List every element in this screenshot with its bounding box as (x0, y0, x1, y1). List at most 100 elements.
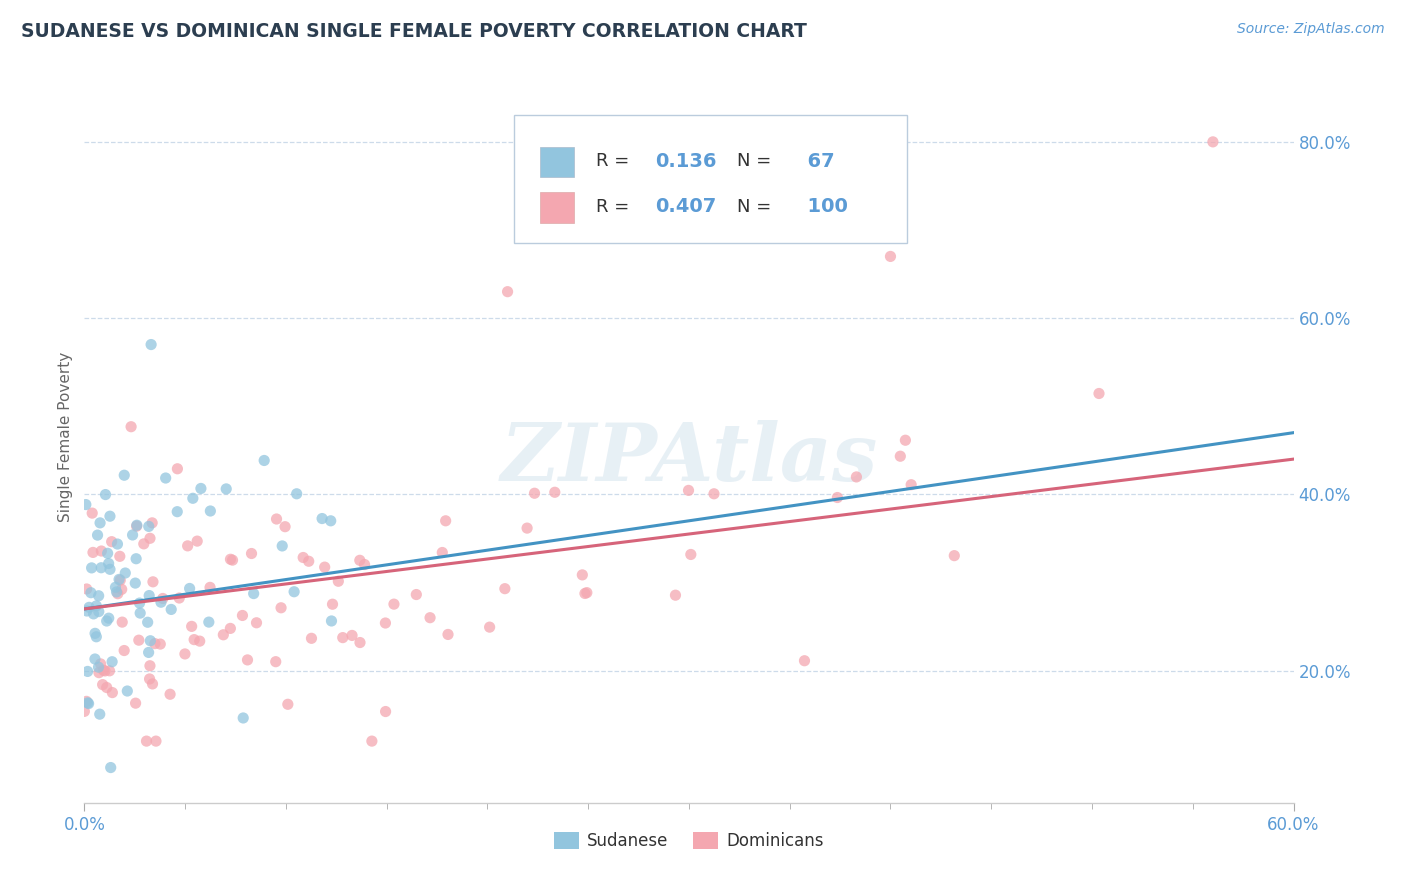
Point (108, 549, 131, 564)
FancyBboxPatch shape (540, 146, 574, 178)
Point (231, 608, 253, 623)
Point (321, 597, 343, 611)
Point (90, 560, 112, 574)
Point (311, 511, 333, 525)
Point (349, 553, 371, 567)
Point (328, 574, 350, 589)
Point (319, 514, 342, 528)
Point (152, 591, 174, 606)
Point (97, 557, 120, 571)
Point (219, 552, 242, 566)
Point (181, 491, 204, 506)
Point (111, 615, 134, 629)
Text: 0.136: 0.136 (655, 152, 717, 171)
Point (98, 562, 121, 576)
Point (183, 632, 205, 647)
Point (139, 633, 162, 648)
Point (90, 657, 112, 671)
Point (84, 652, 107, 666)
Point (77, 697, 100, 711)
Point (138, 672, 160, 686)
Point (121, 528, 143, 542)
Point (264, 655, 287, 669)
Point (117, 684, 139, 698)
Text: R =: R = (596, 153, 628, 170)
Point (96, 681, 118, 695)
Point (405, 588, 427, 602)
Point (166, 505, 188, 519)
Point (283, 584, 305, 599)
Point (124, 696, 146, 710)
Point (125, 519, 148, 533)
Point (145, 734, 167, 748)
Point (139, 531, 162, 545)
Point (188, 634, 211, 648)
Point (432, 545, 454, 559)
Point (180, 619, 202, 633)
Text: N =: N = (737, 153, 772, 170)
Point (360, 734, 382, 748)
Point (198, 580, 221, 594)
Point (845, 470, 868, 484)
Y-axis label: Single Female Poverty: Single Female Poverty (58, 352, 73, 522)
Point (679, 548, 702, 562)
Point (894, 434, 917, 448)
Point (82, 506, 104, 520)
Point (129, 606, 152, 620)
Point (149, 637, 172, 651)
Point (900, 477, 922, 491)
Point (132, 537, 155, 551)
Point (104, 580, 127, 594)
Point (108, 573, 131, 587)
Text: SUDANESE VS DOMINICAN SINGLE FEMALE POVERTY CORRELATION CHART: SUDANESE VS DOMINICAN SINGLE FEMALE POVE… (21, 22, 807, 41)
Point (84, 626, 107, 640)
Point (76, 604, 98, 618)
Point (139, 658, 162, 673)
Point (434, 514, 457, 528)
Point (179, 582, 201, 596)
Point (186, 534, 208, 549)
Point (221, 553, 243, 567)
Point (87, 665, 110, 680)
Point (86, 630, 108, 644)
Point (374, 705, 396, 719)
Point (149, 595, 172, 609)
Point (83, 607, 105, 621)
Point (200, 504, 222, 518)
Point (314, 560, 336, 574)
Point (478, 620, 501, 634)
Point (240, 547, 263, 561)
Point (271, 539, 294, 553)
Point (125, 518, 148, 533)
Point (374, 615, 396, 630)
Point (155, 471, 177, 485)
Point (93, 663, 115, 677)
Point (94, 487, 117, 501)
Point (166, 462, 188, 476)
Point (97, 611, 120, 625)
Point (889, 449, 911, 463)
Point (253, 453, 276, 467)
Point (125, 551, 148, 566)
Point (98, 664, 121, 678)
Point (141, 677, 163, 691)
Point (190, 482, 212, 496)
Point (107, 537, 129, 551)
Point (75, 498, 97, 512)
Point (87, 589, 110, 603)
Point (120, 419, 142, 434)
Point (523, 486, 546, 500)
Point (128, 596, 150, 610)
Point (167, 591, 190, 605)
Point (245, 615, 267, 630)
Point (943, 549, 966, 563)
Point (571, 567, 593, 582)
Text: Source: ZipAtlas.com: Source: ZipAtlas.com (1237, 22, 1385, 37)
Point (138, 519, 160, 533)
Text: N =: N = (737, 198, 772, 216)
Point (76, 694, 98, 708)
Point (90, 544, 112, 558)
Point (349, 635, 371, 649)
Point (298, 554, 321, 568)
Point (301, 632, 323, 646)
